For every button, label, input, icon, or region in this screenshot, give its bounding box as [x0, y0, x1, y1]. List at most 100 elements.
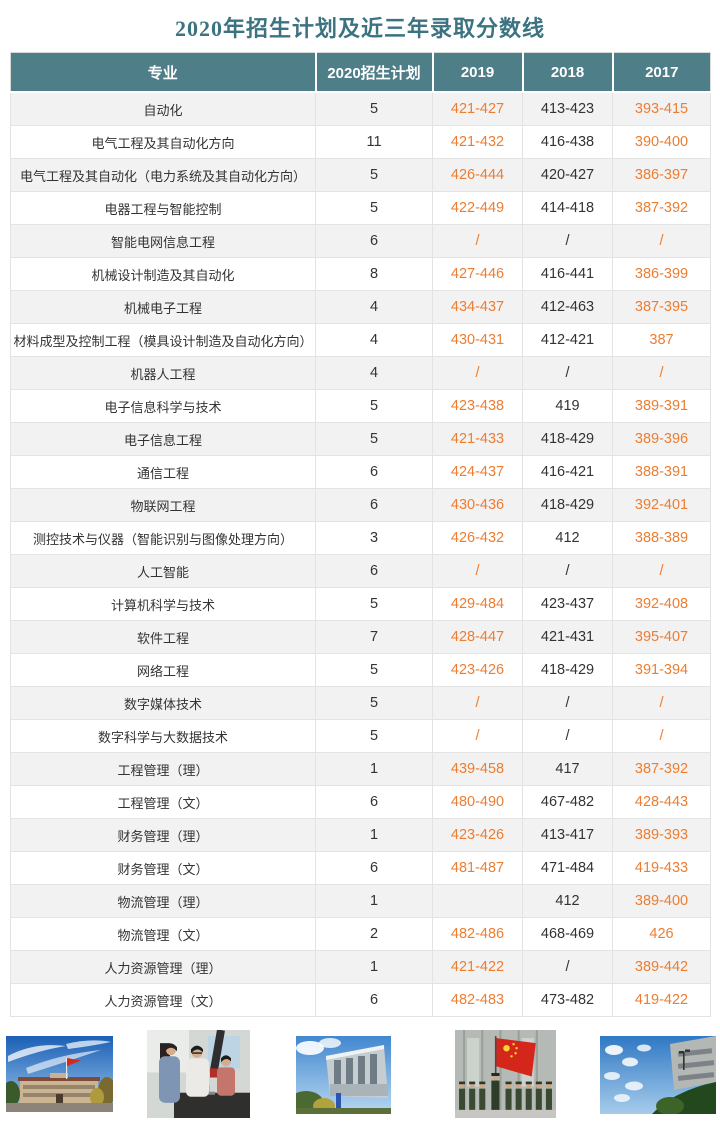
- table-row: 数字科学与大数据技术 5// /: [10, 719, 711, 753]
- table-body: 自动化 5 421-427 413-423 393-415 电气工程及其自动化方向 11 42…: [10, 91, 711, 1017]
- y2017-cell: 389-400: [612, 884, 711, 918]
- y2019-cell: 421-433: [432, 422, 523, 456]
- y2019-cell: 439-458: [432, 752, 523, 786]
- y2018-cell: 419: [522, 389, 613, 423]
- major-cell: 机械设计制造及其自动化: [10, 257, 316, 291]
- y2018-cell: 418-429: [522, 653, 613, 687]
- plan-cell: 5: [315, 389, 433, 423]
- y2017-cell: 388-389: [612, 521, 711, 555]
- major-cell: 工程管理（文）: [10, 785, 316, 819]
- y2019-cell: /: [432, 554, 523, 588]
- campus-sky-building-photo: [600, 1036, 716, 1114]
- y2018-cell: /: [522, 686, 613, 720]
- table-row: 机械设计制造及其自动化 8 427-446 416-441 386-399: [10, 257, 711, 291]
- y2019-cell: 422-449: [432, 191, 523, 225]
- table-row: 软件工程 7 428-447 421-431 395-407: [10, 620, 711, 654]
- plan-cell: 5: [315, 686, 433, 720]
- modern-teaching-building-photo: [296, 1036, 391, 1114]
- y2017-cell: 428-443: [612, 785, 711, 819]
- y2018-cell: 413-423: [522, 91, 613, 126]
- table-row: 网络工程 5 423-426 418-429 391-394: [10, 653, 711, 687]
- table-row: 机械电子工程 4 434-437 412-463 387-395: [10, 290, 711, 324]
- y2019-cell: 426-444: [432, 158, 523, 192]
- table-row: 材料成型及控制工程（模具设计制造及自动化方向） 4 430-431 412-421 38…: [10, 323, 711, 357]
- table-row: 人力资源管理（文） 6 482-483 473-482 419-422: [10, 983, 711, 1017]
- y2017-cell: 387-392: [612, 191, 711, 225]
- table-row: 电器工程与智能控制 5 422-449 414-418 387-392: [10, 191, 711, 225]
- y2017-cell: 389-391: [612, 389, 711, 423]
- major-cell: 数字媒体技术: [10, 686, 316, 720]
- major-cell: 网络工程: [10, 653, 316, 687]
- plan-cell: 11: [315, 125, 433, 159]
- y2017-cell: 386-399: [612, 257, 711, 291]
- table-row: 人工智能 6// /: [10, 554, 711, 588]
- table-row: 机器人工程 4// /: [10, 356, 711, 390]
- column-header-y2019: 2019: [432, 52, 524, 93]
- plan-cell: 5: [315, 719, 433, 753]
- y2017-cell: 419-422: [612, 983, 711, 1017]
- y2017-cell: /: [612, 686, 711, 720]
- major-cell: 物流管理（理）: [10, 884, 316, 918]
- major-cell: 电气工程及其自动化方向: [10, 125, 316, 159]
- y2019-cell: /: [432, 356, 523, 390]
- y2018-cell: 416-421: [522, 455, 613, 489]
- major-cell: 数字科学与大数据技术: [10, 719, 316, 753]
- y2017-cell: 392-401: [612, 488, 711, 522]
- major-cell: 智能电网信息工程: [10, 224, 316, 258]
- plan-cell: 6: [315, 455, 433, 489]
- students-lab-photo-image: [147, 1030, 250, 1118]
- major-cell: 物流管理（文）: [10, 917, 316, 951]
- campus-flag-photo-image: [6, 1036, 113, 1112]
- table-row: 电子信息科学与技术 5 423-438 419 389-391: [10, 389, 711, 423]
- major-cell: 电子信息科学与技术: [10, 389, 316, 423]
- y2017-cell: 389-396: [612, 422, 711, 456]
- y2017-cell: 387-395: [612, 290, 711, 324]
- y2018-cell: /: [522, 356, 613, 390]
- y2018-cell: /: [522, 950, 613, 984]
- y2017-cell: 393-415: [612, 91, 711, 126]
- y2019-cell: 423-438: [432, 389, 523, 423]
- table-row: 工程管理（文） 6 480-490 467-482 428-443: [10, 785, 711, 819]
- page-title: 2020年招生计划及近三年录取分数线: [174, 16, 545, 41]
- y2018-cell: 423-437: [522, 587, 613, 621]
- y2018-cell: 412: [522, 884, 613, 918]
- campus-main-building-with-flag-photo: [6, 1036, 113, 1112]
- y2019-cell: 423-426: [432, 818, 523, 852]
- y2019-cell: 430-431: [432, 323, 523, 357]
- y2018-cell: 416-438: [522, 125, 613, 159]
- plan-cell: 4: [315, 323, 433, 357]
- major-cell: 电气工程及其自动化（电力系统及其自动化方向）: [10, 158, 316, 192]
- y2018-cell: 412-421: [522, 323, 613, 357]
- plan-cell: 5: [315, 653, 433, 687]
- major-cell: 通信工程: [10, 455, 316, 489]
- plan-cell: 8: [315, 257, 433, 291]
- y2019-cell: 480-490: [432, 785, 523, 819]
- y2019-cell: 428-447: [432, 620, 523, 654]
- y2017-cell: 419-433: [612, 851, 711, 885]
- plan-cell: 2: [315, 917, 433, 951]
- table-row: 数字媒体技术 5// /: [10, 686, 711, 720]
- plan-cell: 6: [315, 983, 433, 1017]
- y2018-cell: 414-418: [522, 191, 613, 225]
- y2018-cell: 412: [522, 521, 613, 555]
- y2017-cell: 391-394: [612, 653, 711, 687]
- table-row: 电气工程及其自动化（电力系统及其自动化方向） 5 426-444 420-427 386…: [10, 158, 711, 192]
- major-cell: 财务管理（文）: [10, 851, 316, 885]
- plan-cell: 6: [315, 785, 433, 819]
- flag-raising-ceremony-photo: [455, 1030, 556, 1118]
- major-cell: 物联网工程: [10, 488, 316, 522]
- y2018-cell: /: [522, 224, 613, 258]
- y2017-cell: /: [612, 554, 711, 588]
- plan-cell: 6: [315, 851, 433, 885]
- column-header-major: 专业: [10, 52, 317, 93]
- table-row: 工程管理（理） 1 439-458 417 387-392: [10, 752, 711, 786]
- plan-cell: 5: [315, 91, 433, 126]
- students-lab-experiment-photo: [147, 1030, 250, 1118]
- header-row: 专业 2020招生计划 2019 2018 2017: [10, 52, 711, 93]
- table-row: 电气工程及其自动化方向 11 421-432 416-438 390-400: [10, 125, 711, 159]
- y2019-cell: 482-486: [432, 917, 523, 951]
- y2017-cell: /: [612, 356, 711, 390]
- table-row: 电子信息工程 5 421-433 418-429 389-396: [10, 422, 711, 456]
- y2019-cell: /: [432, 224, 523, 258]
- y2019-cell: 434-437: [432, 290, 523, 324]
